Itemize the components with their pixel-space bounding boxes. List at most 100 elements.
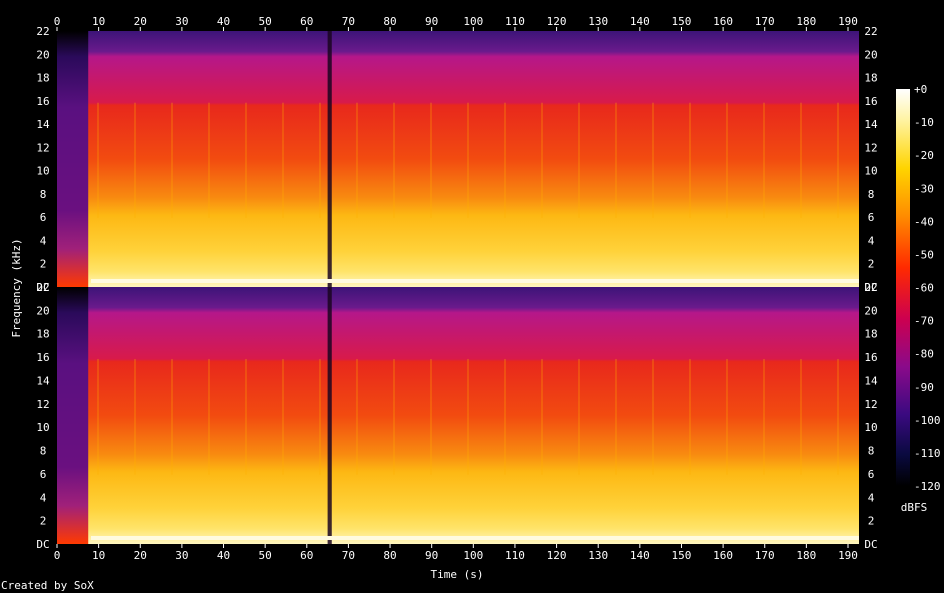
x-tick-label-top: 160: [713, 15, 733, 28]
y-tick-label-left: 12: [36, 398, 49, 411]
y-tick-label-right: 8: [868, 445, 875, 458]
x-tick-label-top: 150: [672, 15, 692, 28]
y-tick-label-left: 18: [36, 72, 49, 85]
texture-stripe: [171, 358, 173, 475]
x-tick-label-top: 0: [54, 15, 61, 28]
texture-stripe: [430, 102, 432, 218]
y-tick-label-right: 18: [864, 328, 877, 341]
x-tick-label-bottom: 170: [755, 549, 775, 562]
x-tick-label-bottom: 180: [796, 549, 816, 562]
x-tick-label-top: 60: [300, 15, 313, 28]
texture-stripe: [245, 102, 247, 218]
texture-stripe: [393, 358, 395, 475]
y-tick-label-left: 8: [40, 445, 47, 458]
x-tick-label-bottom: 60: [300, 549, 313, 562]
y-tick-label-left: 6: [40, 468, 47, 481]
y-tick-label-left: 20: [36, 304, 49, 317]
texture-stripe: [837, 102, 839, 218]
texture-stripe: [652, 358, 654, 475]
y-tick-label-right: 10: [864, 421, 877, 434]
y-tick-label-right: 12: [864, 141, 877, 154]
x-tick-label-bottom: 20: [134, 549, 147, 562]
x-tick-label-top: 170: [755, 15, 775, 28]
texture-stripe: [467, 102, 469, 218]
texture-stripe: [541, 358, 543, 475]
colorbar-gradient: [896, 89, 910, 486]
y-tick-label-left: 14: [36, 118, 50, 131]
x-tick-label-bottom: 150: [672, 549, 692, 562]
y-tick-label-right: 20: [864, 304, 877, 317]
channel-1-spectrogram: [57, 31, 859, 287]
x-tick-label-top: 190: [838, 15, 858, 28]
x-axis-label: Time (s): [431, 568, 484, 581]
x-tick-label-bottom: 190: [838, 549, 858, 562]
texture-stripe: [504, 102, 506, 218]
y-tick-label-right: 18: [864, 72, 877, 85]
y-tick-label-right: 4: [868, 491, 875, 504]
colorbar-label: dBFS: [901, 501, 928, 514]
texture-stripe: [319, 102, 321, 218]
texture-stripe: [800, 102, 802, 218]
y-tick-label-left: 12: [36, 141, 49, 154]
texture-stripe: [134, 358, 136, 475]
y-tick-label-right: 6: [868, 468, 875, 481]
texture-stripe: [578, 102, 580, 218]
y-tick-label-left: DC: [36, 538, 49, 551]
y-tick-label-left: 18: [36, 328, 49, 341]
x-tick-label-top: 140: [630, 15, 650, 28]
texture-stripe: [356, 102, 358, 218]
y-tick-label-right: 16: [864, 95, 877, 108]
texture-stripe: [393, 102, 395, 218]
texture-stripe: [615, 102, 617, 218]
x-tick-label-top: 10: [92, 15, 105, 28]
texture-stripe: [726, 102, 728, 218]
colorbar-tick-label: -20: [914, 149, 934, 162]
low-activity-region: [57, 31, 89, 287]
y-tick-label-left: 16: [36, 351, 49, 364]
colorbar-ticks: +0 -10 -20 -30 -40 -50 -60 -70 -80 -90 -100 -110 -12…: [914, 83, 941, 493]
low-activity-region: [57, 287, 89, 544]
x-tick-label-top: 30: [175, 15, 188, 28]
x-tick-label-top: 70: [342, 15, 355, 28]
x-tick-label-bottom: 120: [547, 549, 567, 562]
texture-stripe: [319, 358, 321, 475]
texture-stripe: [97, 102, 99, 218]
colorbar-tick-label: -90: [914, 381, 934, 394]
x-tick-label-bottom: 100: [463, 549, 483, 562]
x-tick-label-bottom: 10: [92, 549, 105, 562]
colorbar-tick-label: -30: [914, 182, 934, 195]
texture-stripe: [800, 358, 802, 475]
y-tick-label-right: 14: [864, 374, 878, 387]
y-tick-label-right: DC: [864, 538, 877, 551]
y-tick-label-left: 6: [40, 211, 47, 224]
y-tick-label-left: 4: [40, 491, 47, 504]
texture-stripe: [467, 358, 469, 475]
spectrogram-panels: [57, 31, 859, 544]
y-tick-label-right: 2: [868, 515, 875, 528]
x-axis-top: 0 10 20 30 40 50 60 70 80 90 100 110 120 130 140 150 160…: [54, 15, 858, 31]
x-tick-label-bottom: 110: [505, 549, 525, 562]
y-tick-label-left: 4: [40, 234, 47, 247]
y-tick-label-left: 20: [36, 48, 49, 61]
colorbar-tick-label: -40: [914, 215, 934, 228]
texture-stripe: [837, 358, 839, 475]
y-tick-label-right: 12: [864, 398, 877, 411]
y-tick-label-left: DC: [36, 281, 49, 294]
x-tick-label-bottom: 130: [588, 549, 608, 562]
footer-credit: Created by SoX: [1, 579, 94, 592]
texture-stripe: [171, 102, 173, 218]
y-tick-label-left: 2: [40, 515, 47, 528]
colorbar-tick-label: +0: [914, 83, 927, 96]
y-tick-label-right: 22: [864, 25, 877, 38]
texture-stripe: [541, 102, 543, 218]
colorbar-tick-label: -80: [914, 348, 934, 361]
x-tick-label-top: 130: [588, 15, 608, 28]
y-tick-label-right: 6: [868, 211, 875, 224]
colorbar-tick-label: -10: [914, 116, 934, 129]
texture-stripe: [282, 358, 284, 475]
y-tick-label-right: DC: [864, 281, 877, 294]
texture-stripe: [504, 358, 506, 475]
x-axis-bottom: 0 10 20 30 40 50 60 70 80 90 100 110 120 130 140 150 160…: [54, 544, 858, 562]
texture-stripe: [282, 102, 284, 218]
